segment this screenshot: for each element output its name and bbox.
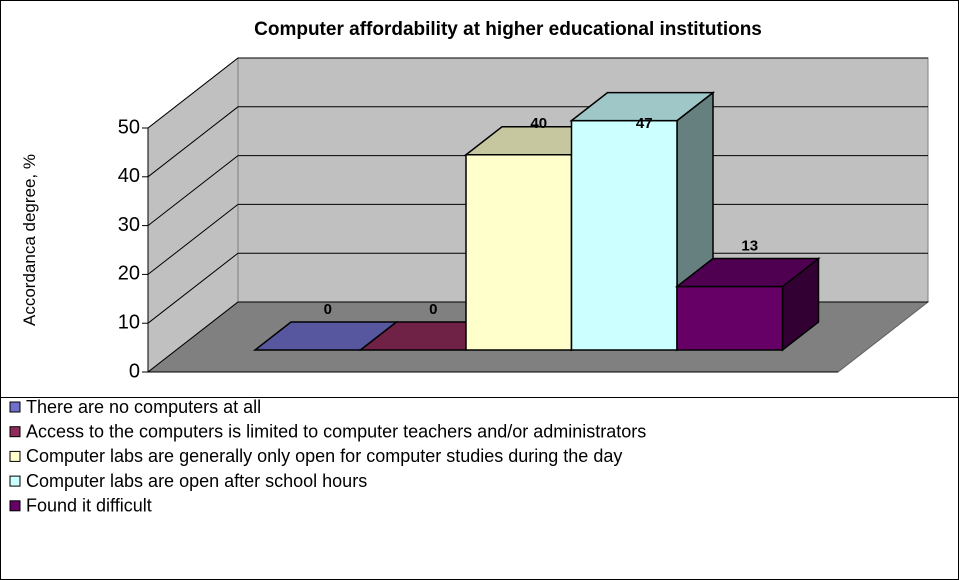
legend-swatch <box>9 401 21 413</box>
legend-swatch <box>9 426 21 438</box>
legend-label: Computer labs are open after school hour… <box>26 471 367 491</box>
y-axis-label: Accordanca degree, % <box>20 154 39 326</box>
data-label: 13 <box>741 238 758 255</box>
chart-title: Computer affordability at higher educati… <box>254 19 762 40</box>
y-tick-label: 30 <box>118 214 140 236</box>
y-tick-label: 0 <box>129 360 140 382</box>
legend-swatch <box>9 500 21 512</box>
y-tick-label: 40 <box>118 165 140 187</box>
y-tick-label: 50 <box>118 116 140 138</box>
legend-swatch <box>9 475 21 487</box>
legend-label: There are no computers at all <box>26 397 261 417</box>
bar-top <box>674 257 821 288</box>
data-label: 40 <box>530 115 547 132</box>
y-tick-label: 10 <box>118 311 140 333</box>
legend-label: Access to the computers is limited to co… <box>26 421 646 441</box>
bar-front <box>676 285 784 351</box>
data-label: 0 <box>324 301 332 318</box>
bar-top <box>569 91 716 122</box>
data-label: 47 <box>636 115 653 132</box>
bar-front <box>465 154 573 351</box>
legend-swatch <box>9 450 21 462</box>
bar-front <box>570 119 678 351</box>
grid-line <box>147 57 928 129</box>
y-tick-label: 20 <box>118 263 140 285</box>
bar <box>674 257 821 352</box>
data-label: 0 <box>429 301 437 318</box>
legend-label: Computer labs are generally only open fo… <box>26 446 622 466</box>
legend-label: Found it difficult <box>26 496 152 516</box>
